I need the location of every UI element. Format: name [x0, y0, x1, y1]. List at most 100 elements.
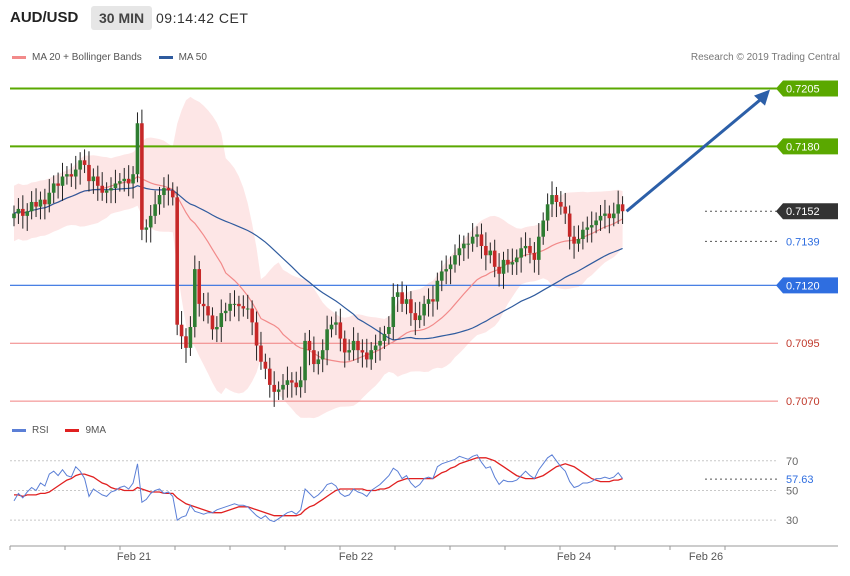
candle-body	[38, 199, 43, 207]
candle-body	[126, 178, 131, 184]
candle-body	[259, 345, 263, 362]
candle-body	[400, 292, 404, 304]
candle-body	[360, 350, 365, 353]
x-tick-label: Feb 21	[117, 551, 151, 563]
candle-body	[82, 160, 87, 165]
price-label: 0.7070	[786, 396, 820, 408]
candle-body	[307, 340, 312, 351]
candle-body	[457, 248, 462, 256]
rsi-9ma-line	[14, 457, 623, 517]
x-tick-label: Feb 24	[557, 551, 591, 563]
bollinger-band	[14, 96, 623, 419]
candle-body	[206, 306, 210, 316]
legend-item-ma50: MA 50	[158, 52, 207, 63]
candle-body	[404, 299, 409, 304]
candle-body	[157, 195, 162, 205]
candle-body	[475, 234, 479, 237]
price-legend: MA 20 + Bollinger Bands MA 50	[12, 51, 221, 63]
candle-body	[616, 204, 620, 214]
candle-body	[254, 322, 259, 346]
legend-item-9ma: 9MA	[65, 425, 106, 436]
candle-body	[197, 269, 202, 304]
candle-body	[506, 259, 510, 265]
candle-body	[541, 220, 545, 237]
timeframe-button[interactable]: 30 MIN	[91, 6, 153, 30]
price-label-box	[776, 138, 838, 155]
copyright-text: Research © 2019 Trading Central	[690, 52, 840, 63]
candle-body	[382, 333, 387, 341]
candle-body	[91, 176, 96, 182]
legend-label: 9MA	[85, 425, 107, 436]
candle-body	[470, 236, 475, 244]
legend-swatch	[65, 429, 80, 432]
candle-body	[559, 201, 563, 207]
candle-body	[95, 176, 100, 186]
chart-header: AUD/USD 30 MIN 09:14:42 CET	[0, 0, 850, 36]
candle-body	[131, 174, 135, 184]
candle-body	[409, 299, 413, 314]
clock-time: 09:14:42 CET	[156, 10, 249, 26]
candle-body	[347, 350, 351, 353]
candle-body	[188, 327, 193, 348]
candle-body	[453, 255, 457, 265]
candle-body	[356, 340, 360, 351]
candle-body	[104, 190, 109, 193]
candle-body	[598, 215, 603, 221]
candle-body	[501, 259, 506, 274]
candle-body	[51, 183, 56, 193]
candle-body	[21, 208, 25, 216]
candle-body	[479, 234, 484, 246]
price-label-box	[776, 277, 838, 294]
forecast-arrow	[625, 95, 765, 213]
candle-body	[290, 380, 294, 383]
candle-body	[514, 257, 519, 263]
candle-body	[581, 229, 585, 240]
rsi-line	[13, 454, 624, 523]
candle-body	[572, 236, 576, 244]
candle-body	[29, 201, 34, 212]
price-label: 0.7139	[786, 236, 820, 248]
candle-body	[395, 292, 400, 297]
candle-body	[12, 213, 16, 219]
candle-body	[422, 303, 426, 316]
candle-body	[241, 306, 246, 309]
candle-body	[78, 160, 82, 170]
candle-body	[250, 308, 254, 323]
candle-body	[532, 252, 537, 260]
candle-body	[484, 245, 488, 256]
candle-body	[179, 324, 184, 337]
candle-body	[545, 204, 550, 221]
candle-body	[65, 174, 69, 177]
candle-body	[369, 350, 374, 360]
candle-body	[510, 262, 515, 265]
candle-body	[448, 264, 453, 270]
candle-body	[417, 315, 422, 321]
candle-body	[413, 313, 418, 321]
candle-body	[223, 310, 228, 314]
candle-body	[585, 227, 590, 230]
candle-body	[387, 327, 391, 334]
forecast-arrow-head	[754, 89, 770, 106]
candle-body	[497, 266, 501, 274]
legend-label: MA 20 + Bollinger Bands	[32, 52, 142, 63]
candle-body	[439, 271, 444, 281]
candle-body	[603, 213, 607, 216]
price-label-box	[776, 203, 838, 220]
rsi-legend: RSI 9MA	[12, 424, 120, 436]
rsi-last-value: 57.63	[786, 474, 814, 486]
candle-body	[43, 199, 47, 205]
candle-body	[554, 195, 559, 202]
candle-body	[34, 201, 38, 207]
candle-body	[193, 269, 197, 328]
candle-body	[426, 299, 431, 304]
price-label: 0.7180	[786, 141, 820, 153]
candle-body	[140, 123, 144, 230]
legend-label: RSI	[32, 425, 49, 436]
candle-body	[536, 236, 541, 260]
candle-body	[184, 336, 188, 348]
candle-body	[338, 322, 343, 339]
candle-body	[237, 303, 241, 307]
candle-body	[611, 213, 616, 219]
candle-body	[219, 313, 224, 328]
